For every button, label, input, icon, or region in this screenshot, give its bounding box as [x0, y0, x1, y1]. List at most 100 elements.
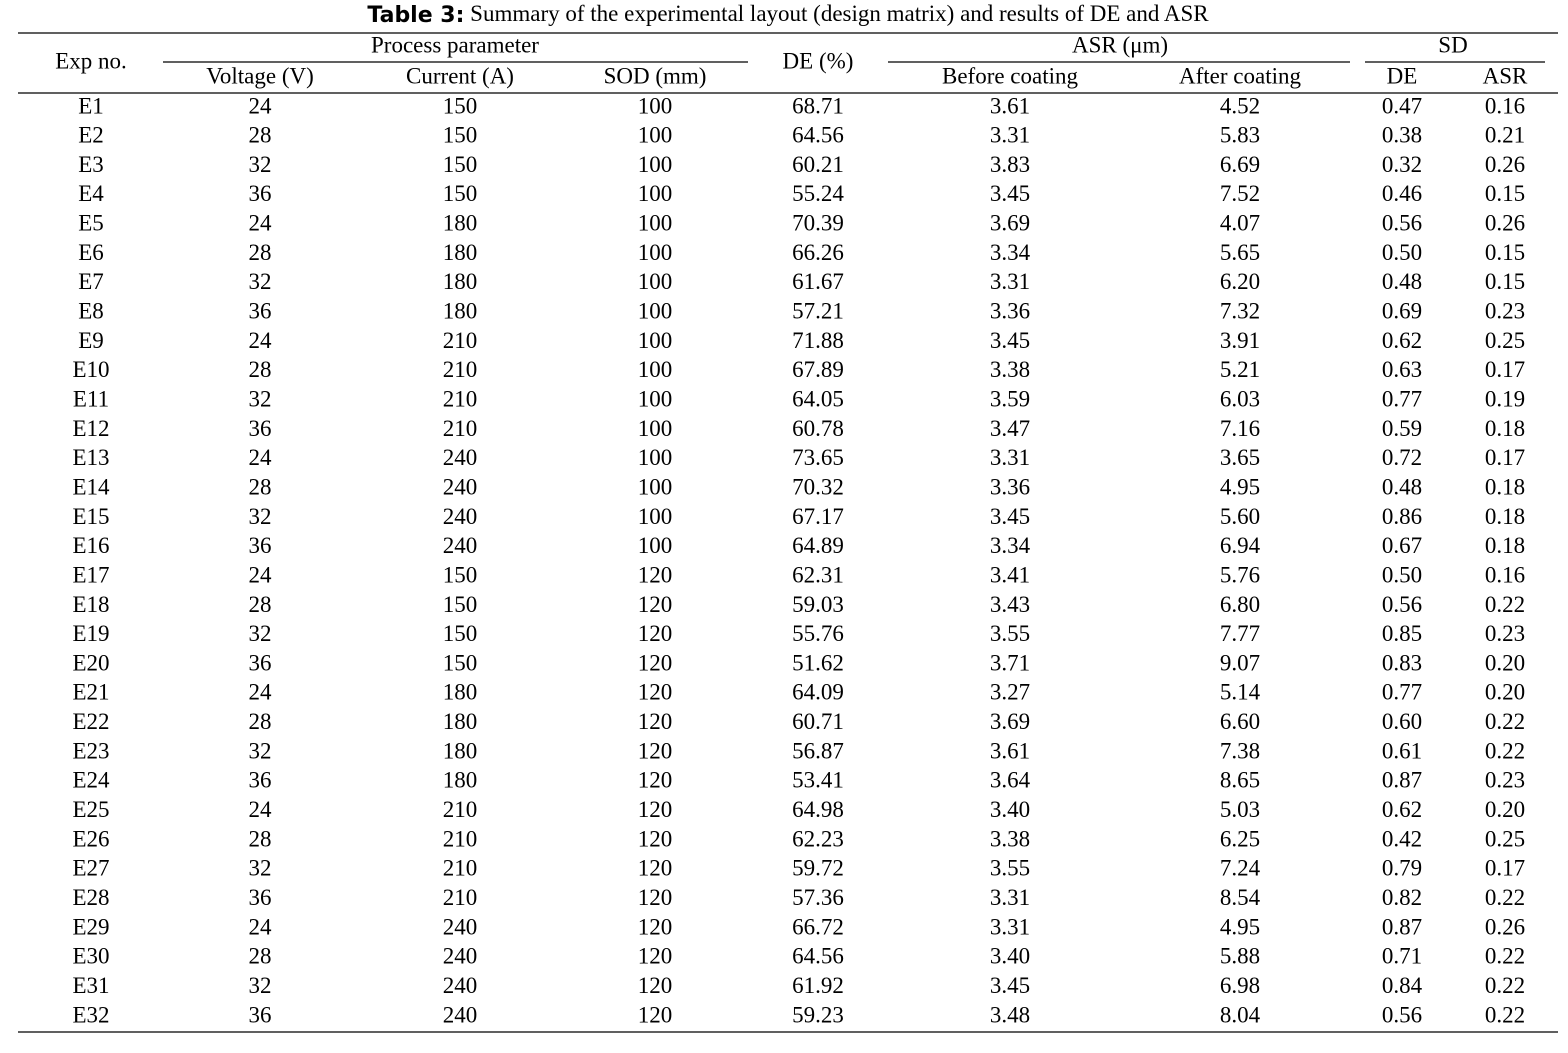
table-cell: E31 [72, 973, 109, 998]
table-cell: 70.39 [792, 211, 844, 236]
table-cell: 7.32 [1220, 299, 1260, 324]
table-cell: 0.19 [1485, 387, 1525, 412]
table-cell: 0.38 [1382, 123, 1422, 148]
table-cell: 71.88 [792, 328, 844, 353]
table-cell: 0.56 [1382, 211, 1422, 236]
table-cell: E22 [72, 709, 109, 734]
table-cell: 0.50 [1382, 562, 1422, 587]
subheader-cell: ASR [1483, 63, 1528, 88]
table-cell: 100 [638, 211, 673, 236]
table-cell: 64.98 [792, 797, 844, 822]
table-cell: 7.16 [1220, 416, 1260, 441]
table-cell: E15 [72, 504, 109, 529]
table-cell: 59.03 [792, 592, 844, 617]
table-cell: 60.71 [792, 709, 844, 734]
table-cell: 24 [249, 93, 273, 118]
table-cell: 3.43 [990, 592, 1030, 617]
table-cell: 3.45 [990, 973, 1030, 998]
table-cell: E28 [72, 885, 109, 910]
table-cell: 0.26 [1485, 152, 1525, 177]
table-cell: E3 [78, 152, 104, 177]
table-cell: E19 [72, 621, 109, 646]
table-cell: 64.89 [792, 533, 844, 558]
table-cell: 36 [249, 1002, 272, 1027]
table-cell: 36 [249, 650, 272, 675]
table-cell: 3.55 [990, 856, 1030, 881]
table-cell: 0.48 [1382, 269, 1422, 294]
table-cell: 3.48 [990, 1002, 1030, 1027]
table-cell: 24 [249, 562, 273, 587]
table-cell: 0.82 [1382, 885, 1422, 910]
table-cell: 0.61 [1382, 738, 1422, 763]
table-cell: 3.45 [990, 504, 1030, 529]
table-cell: 32 [249, 973, 272, 998]
table-cell: 8.04 [1220, 1002, 1261, 1027]
table-cell: 0.15 [1485, 181, 1525, 206]
table-cell: E12 [72, 416, 109, 441]
table-cell: 5.14 [1220, 680, 1261, 705]
table-cell: 240 [443, 474, 478, 499]
table-cell: 5.21 [1220, 357, 1260, 382]
table-cell: 5.03 [1220, 797, 1260, 822]
table-cell: 3.34 [990, 533, 1031, 558]
table-cell: E26 [72, 826, 109, 851]
table-cell: 0.18 [1485, 416, 1525, 441]
table-cell: 0.62 [1382, 797, 1422, 822]
table-cell: 28 [249, 474, 272, 499]
table-cell: 180 [443, 211, 478, 236]
table-cell: E14 [72, 474, 110, 499]
table-cell: 120 [638, 592, 673, 617]
table-cell: 9.07 [1220, 650, 1260, 675]
table-cell: 0.15 [1485, 269, 1525, 294]
table-cell: E2 [78, 123, 104, 148]
table-cell: 62.23 [792, 826, 844, 851]
table-cell: E7 [78, 269, 104, 294]
table-cell: 100 [638, 357, 673, 382]
table-cell: 0.59 [1382, 416, 1422, 441]
table-cell: 3.69 [990, 211, 1030, 236]
table-cell: E8 [78, 299, 104, 324]
table-cell: E32 [72, 1002, 109, 1027]
table-cell: 150 [443, 562, 478, 587]
table-cell: 0.21 [1485, 123, 1525, 148]
table-cell: 120 [638, 680, 673, 705]
table-cell: 0.22 [1485, 709, 1525, 734]
table-cell: 28 [249, 709, 272, 734]
table-cell: 6.69 [1220, 152, 1260, 177]
table-cell: 150 [443, 123, 478, 148]
table-cell: 180 [443, 709, 478, 734]
table-cell: 6.03 [1220, 387, 1260, 412]
table-cell: 3.61 [990, 738, 1030, 763]
table-cell: 120 [638, 826, 673, 851]
table-cell: 3.59 [990, 387, 1030, 412]
table-cell: E18 [72, 592, 109, 617]
table-cell: 0.18 [1485, 474, 1525, 499]
table-cell: E25 [72, 797, 109, 822]
table-cell: 180 [443, 680, 478, 705]
table-cell: 5.88 [1220, 944, 1260, 969]
table-cell: 0.62 [1382, 328, 1422, 353]
table-cell: 0.17 [1485, 357, 1525, 382]
table-cell: 100 [638, 240, 673, 265]
table-cell: 28 [249, 592, 272, 617]
table-cell: 55.76 [792, 621, 844, 646]
table-cell: E24 [72, 768, 110, 793]
table-cell: 6.80 [1220, 592, 1260, 617]
header-cell: DE (%) [783, 48, 854, 73]
table-cell: 0.86 [1382, 504, 1422, 529]
table-cell: 24 [249, 914, 273, 939]
table-cell: 36 [249, 533, 272, 558]
table-cell: 4.52 [1220, 93, 1260, 118]
table-cell: 3.45 [990, 328, 1030, 353]
table-cell: 100 [638, 387, 673, 412]
table-cell: 210 [443, 416, 478, 441]
table-cell: 100 [638, 152, 673, 177]
table-cell: 0.25 [1485, 826, 1525, 851]
table-cell: 3.31 [990, 914, 1030, 939]
subheader-cell: Current (A) [406, 63, 514, 88]
table-cell: 0.26 [1485, 211, 1525, 236]
table-cell: 150 [443, 181, 478, 206]
table-cell: 6.60 [1220, 709, 1260, 734]
table-cell: 150 [443, 592, 478, 617]
table-cell: 0.83 [1382, 650, 1422, 675]
